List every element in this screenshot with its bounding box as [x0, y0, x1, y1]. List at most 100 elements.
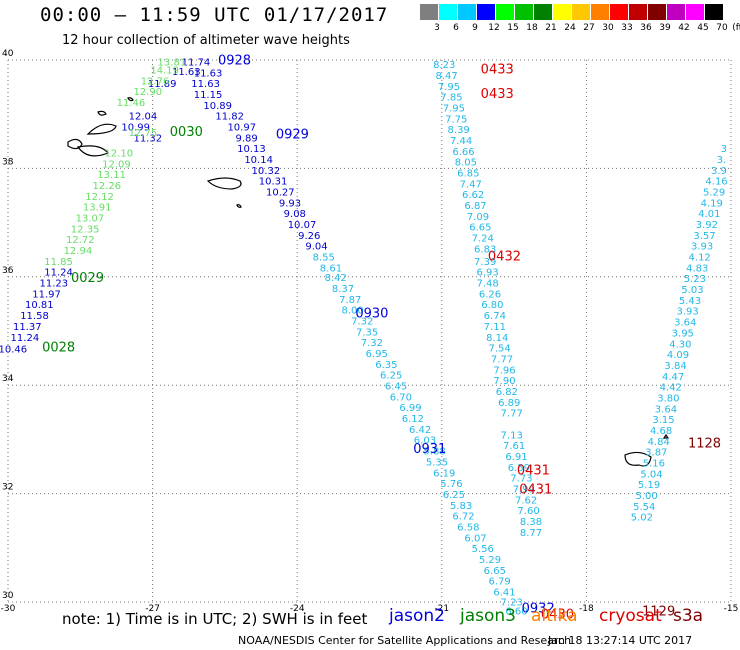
wave-height-value: 5.43: [679, 296, 701, 307]
legend-swatch-label: 15: [507, 23, 519, 33]
pass-time-label: 0932: [522, 601, 555, 616]
pass-time-label: 0029: [71, 271, 104, 286]
legend-swatch-label: 36: [640, 23, 652, 33]
wave-height-value: 3.93: [676, 307, 698, 318]
wave-height-value: 7.44: [450, 136, 472, 147]
island-coastline: [662, 433, 670, 439]
wave-height-value: 3.95: [672, 328, 694, 339]
wave-height-value: 12.35: [71, 224, 100, 235]
wave-height-value: 7.90: [493, 376, 515, 387]
wave-height-value: 6.82: [496, 387, 518, 398]
wave-height-value: 7.24: [472, 234, 494, 245]
wave-height-value: 12.26: [92, 181, 121, 192]
island-coastline: [236, 204, 242, 208]
wave-height-value: 10.14: [244, 155, 273, 166]
wave-height-value: 10.97: [227, 122, 256, 133]
wave-height-value: 7.99: [513, 485, 535, 496]
lat-tick-label: 38: [2, 157, 14, 167]
wave-height-value: 6.59: [508, 463, 530, 474]
legend-swatch: [705, 4, 723, 20]
map-title: 00:00 – 11:59 UTC 01/17/2017: [40, 4, 389, 26]
wave-height-value: 10.46: [0, 345, 27, 356]
wave-height-value: 3.93: [691, 242, 713, 253]
wave-height-value: 10.07: [288, 220, 317, 231]
wave-height-value: 5.03: [681, 285, 703, 296]
wave-height-value: 4.12: [689, 253, 711, 264]
pass-time-label: 0433: [481, 63, 514, 78]
pass-time-label: 0433: [481, 87, 514, 102]
wave-height-value: 11.89: [148, 79, 177, 90]
wave-height-value: 7.75: [445, 114, 467, 125]
wave-height-value: 7.61: [503, 441, 525, 452]
wave-height-value: 8.47: [435, 71, 457, 82]
wave-height-value: 10.81: [25, 300, 54, 311]
wave-height-value: 7.85: [440, 93, 462, 104]
legend-swatch: [648, 4, 666, 20]
wave-height-value: 5.04: [640, 469, 662, 480]
legend-swatch-label: 3: [434, 23, 440, 33]
legend-swatch-label: 24: [564, 23, 576, 33]
pass-time-label: 1129: [642, 605, 675, 620]
wave-height-value: 6.45: [385, 382, 407, 393]
wave-height-value: 6.07: [464, 533, 486, 544]
island-coastline: [76, 145, 109, 157]
legend-swatch: [439, 4, 457, 20]
wave-height-value: 6.65: [484, 566, 506, 577]
wave-height-value: 4.19: [701, 198, 723, 209]
wave-height-value: 5.16: [643, 459, 665, 470]
legend-swatch-label: 45: [697, 23, 709, 33]
wave-height-value: 7.35: [356, 327, 378, 338]
legend-swatch: [591, 4, 609, 20]
credit-line: NOAA/NESDIS Center for Satellite Applica…: [238, 634, 572, 647]
wave-height-value: 8.37: [332, 284, 354, 295]
wave-height-value: 8.23: [433, 60, 455, 71]
legend-swatch-label: 9: [472, 23, 478, 33]
wave-height-value: 6.60: [505, 606, 527, 617]
wave-height-value: 6.19: [433, 468, 455, 479]
wave-height-value: 7.13: [501, 430, 523, 441]
wave-height-value: 5.29: [479, 555, 501, 566]
legend-swatch: [667, 4, 685, 20]
wave-height-value: 6.89: [498, 398, 520, 409]
legend-swatch-label: 21: [545, 23, 557, 33]
wave-height-value: 12.94: [64, 246, 93, 257]
wave-height-value: 5.02: [631, 513, 653, 524]
wave-height-value: 5.54: [633, 502, 655, 513]
wave-height-value: 3.: [717, 155, 727, 166]
pass-time-label: 0028: [42, 341, 75, 356]
lat-tick-label: 30: [2, 591, 14, 601]
legend-swatch-label: 39: [659, 23, 671, 33]
legend-swatch-label: 12: [488, 23, 500, 33]
legend-swatch-label: 70: [716, 23, 728, 33]
wave-height-value: 11.58: [20, 311, 49, 322]
wave-height-value: 7.77: [501, 409, 523, 420]
pass-time-label: 0930: [355, 306, 388, 321]
wave-height-value: 7.96: [493, 365, 515, 376]
wave-height-value: 6.35: [375, 360, 397, 371]
wave-height-value: 5.76: [440, 479, 462, 490]
wave-height-value: 11.24: [11, 333, 40, 344]
wave-height-value: 9.04: [305, 242, 327, 253]
legend-swatch: [686, 4, 704, 20]
wave-height-value: 10.27: [266, 188, 295, 199]
wave-height-value: 4.68: [650, 426, 672, 437]
legend-swatch-label: 6: [453, 23, 459, 33]
wave-height-value: 9.89: [235, 133, 257, 144]
legend-swatch: [420, 4, 438, 20]
lat-tick-label: 40: [2, 49, 14, 59]
wave-height-value: 9.26: [298, 231, 320, 242]
wave-height-value: 8.77: [520, 528, 542, 539]
wave-height-value: 11.24: [44, 268, 73, 279]
wave-height-value: 10.89: [203, 101, 232, 112]
legend-swatch: [572, 4, 590, 20]
wave-height-value: 7.77: [491, 354, 513, 365]
island-coastline: [86, 123, 117, 135]
timestamp: Jan 18 13:27:14 UTC 2017: [548, 634, 693, 647]
wave-height-value: 7.73: [510, 474, 532, 485]
wave-height-value: 6.25: [443, 490, 465, 501]
pass-time-label: 0931: [413, 442, 446, 457]
wave-height-value: 12.09: [102, 159, 131, 170]
wave-height-value: 5.00: [636, 491, 658, 502]
map-subtitle: 12 hour collection of altimeter wave hei…: [62, 33, 350, 48]
